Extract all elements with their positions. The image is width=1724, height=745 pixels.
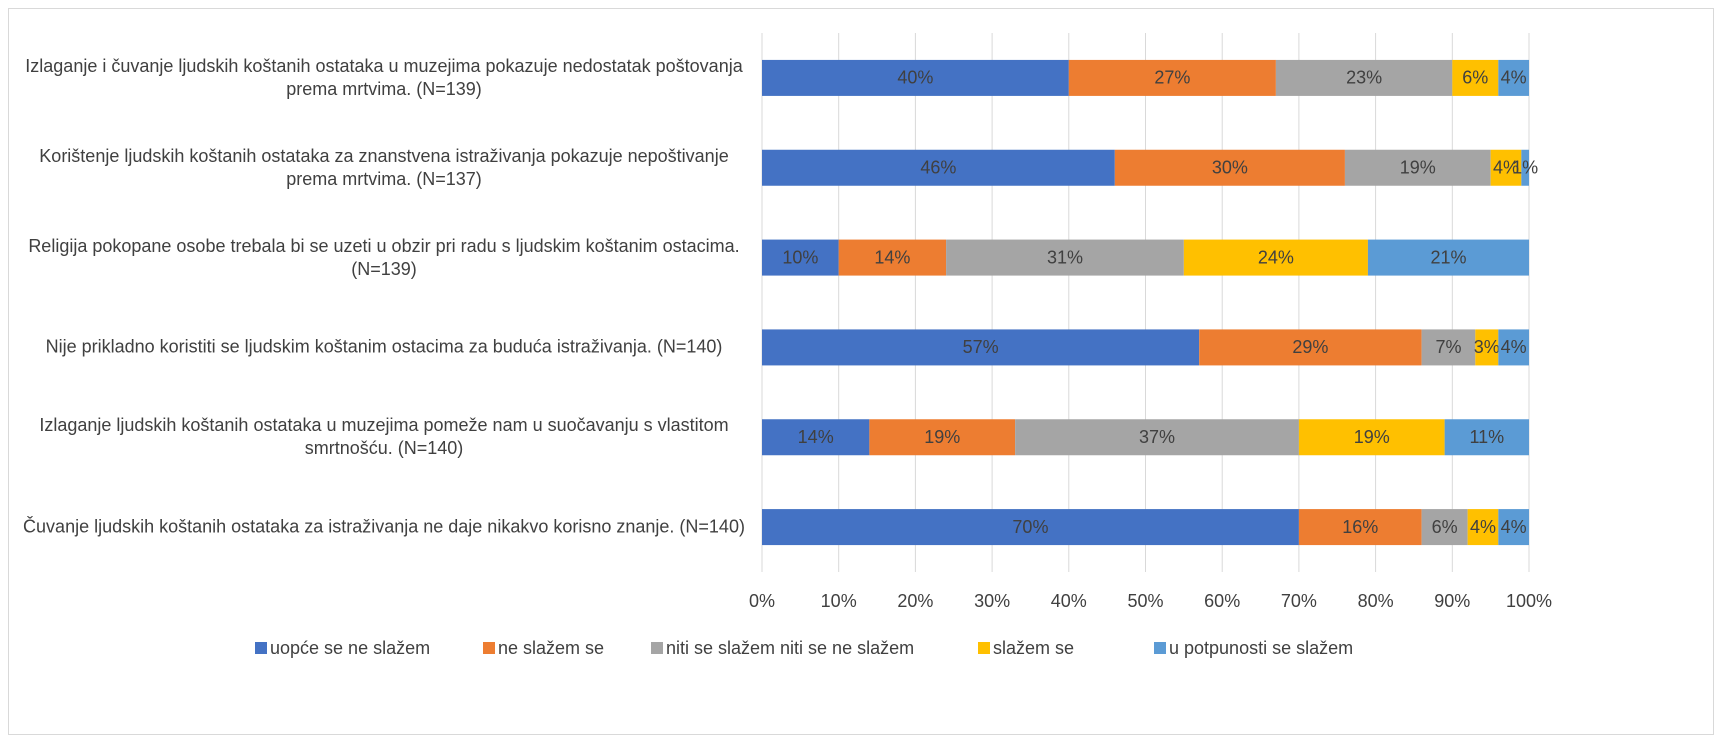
bar-segment bbox=[946, 239, 1184, 276]
x-tick-label: 100% bbox=[1506, 591, 1552, 611]
bar-segment bbox=[762, 239, 839, 276]
legend-swatch bbox=[483, 642, 495, 654]
x-tick-label: 80% bbox=[1358, 591, 1394, 611]
category-label: Nije prikladno koristiti se ljudskim koš… bbox=[45, 336, 723, 357]
x-tick-label: 50% bbox=[1127, 591, 1163, 611]
bar-segment bbox=[1199, 329, 1422, 366]
data-label: 19% bbox=[1354, 427, 1390, 447]
legend-swatch bbox=[978, 642, 990, 654]
data-label: 3% bbox=[1474, 337, 1500, 357]
legend-label: slažem se bbox=[993, 638, 1074, 658]
data-label: 10% bbox=[782, 247, 818, 267]
bar-segment bbox=[1521, 149, 1529, 186]
data-label: 11% bbox=[1469, 427, 1504, 447]
data-label: 4% bbox=[1470, 517, 1496, 537]
category-label: Izlaganje i čuvanje ljudskih koštanih os… bbox=[25, 55, 743, 99]
data-label: 1% bbox=[1512, 158, 1538, 178]
bar-segment bbox=[762, 419, 870, 456]
legend-swatch bbox=[255, 642, 267, 654]
category-label: Religija pokopane osobe trebala bi se uz… bbox=[28, 235, 740, 279]
x-tick-label: 60% bbox=[1204, 591, 1240, 611]
category-label: Korištenje ljudskih koštanih ostataka za… bbox=[39, 145, 729, 189]
data-label: 24% bbox=[1258, 247, 1294, 267]
legend-label: ne slažem se bbox=[498, 638, 604, 658]
chart-border bbox=[8, 8, 1714, 735]
bar-segment bbox=[1068, 59, 1276, 96]
bar-segment bbox=[1114, 149, 1345, 186]
legend-swatch bbox=[1154, 642, 1166, 654]
bar-segment bbox=[1467, 509, 1499, 546]
bar-segment bbox=[1490, 149, 1522, 186]
bar-segment bbox=[1498, 509, 1529, 546]
data-label: 14% bbox=[798, 427, 834, 447]
bar-segment bbox=[1183, 239, 1368, 276]
legend-swatch bbox=[651, 642, 663, 654]
bar-segment bbox=[838, 239, 947, 276]
legend-label: u potpunosti se slažem bbox=[1169, 638, 1353, 658]
data-label: 4% bbox=[1493, 158, 1519, 178]
data-label: 70% bbox=[1012, 517, 1048, 537]
bar-segment bbox=[1421, 329, 1476, 366]
bar-segment bbox=[1275, 59, 1453, 96]
data-label: 19% bbox=[1400, 158, 1436, 178]
bar-segment bbox=[762, 509, 1299, 546]
bar-segment bbox=[1444, 419, 1529, 456]
bar-segment bbox=[869, 419, 1016, 456]
data-label: 21% bbox=[1430, 247, 1466, 267]
bar-segment bbox=[762, 149, 1115, 186]
bar-segment bbox=[1421, 509, 1468, 546]
bar-segment bbox=[1452, 59, 1499, 96]
data-label: 4% bbox=[1501, 68, 1527, 88]
bar-segment bbox=[1298, 419, 1445, 456]
bar-segment bbox=[1498, 59, 1529, 96]
data-label: 30% bbox=[1212, 158, 1248, 178]
data-label: 23% bbox=[1346, 68, 1382, 88]
data-label: 7% bbox=[1435, 337, 1461, 357]
data-label: 6% bbox=[1462, 68, 1488, 88]
x-tick-label: 70% bbox=[1281, 591, 1317, 611]
data-label: 46% bbox=[920, 158, 956, 178]
x-tick-label: 40% bbox=[1051, 591, 1087, 611]
data-label: 6% bbox=[1432, 517, 1458, 537]
data-label: 4% bbox=[1501, 337, 1527, 357]
legend-label: uopće se ne slažem bbox=[270, 638, 430, 658]
x-tick-label: 0% bbox=[749, 591, 775, 611]
bar-segment bbox=[1498, 329, 1529, 366]
data-label: 14% bbox=[874, 247, 910, 267]
bar-segment bbox=[1298, 509, 1422, 546]
legend-label: niti se slažem niti se ne slažem bbox=[666, 638, 914, 658]
bar-segment bbox=[1475, 329, 1499, 366]
data-label: 29% bbox=[1292, 337, 1328, 357]
data-label: 57% bbox=[963, 337, 999, 357]
data-label: 31% bbox=[1047, 247, 1083, 267]
category-label: Izlaganje ljudskih koštanih ostataka u m… bbox=[39, 415, 729, 459]
x-tick-label: 20% bbox=[897, 591, 933, 611]
data-label: 40% bbox=[897, 68, 933, 88]
bar-segment bbox=[1367, 239, 1529, 276]
x-tick-label: 30% bbox=[974, 591, 1010, 611]
bar-segment bbox=[762, 329, 1200, 366]
bar-segment bbox=[1344, 149, 1491, 186]
bar-segment bbox=[762, 59, 1069, 96]
data-label: 19% bbox=[924, 427, 960, 447]
x-tick-label: 10% bbox=[821, 591, 857, 611]
data-label: 4% bbox=[1501, 517, 1527, 537]
data-label: 27% bbox=[1154, 68, 1190, 88]
bar-segment bbox=[1015, 419, 1299, 456]
category-label: Čuvanje ljudskih koštanih ostataka za is… bbox=[23, 516, 745, 537]
data-label: 16% bbox=[1342, 517, 1378, 537]
data-label: 37% bbox=[1139, 427, 1175, 447]
x-tick-label: 90% bbox=[1434, 591, 1470, 611]
